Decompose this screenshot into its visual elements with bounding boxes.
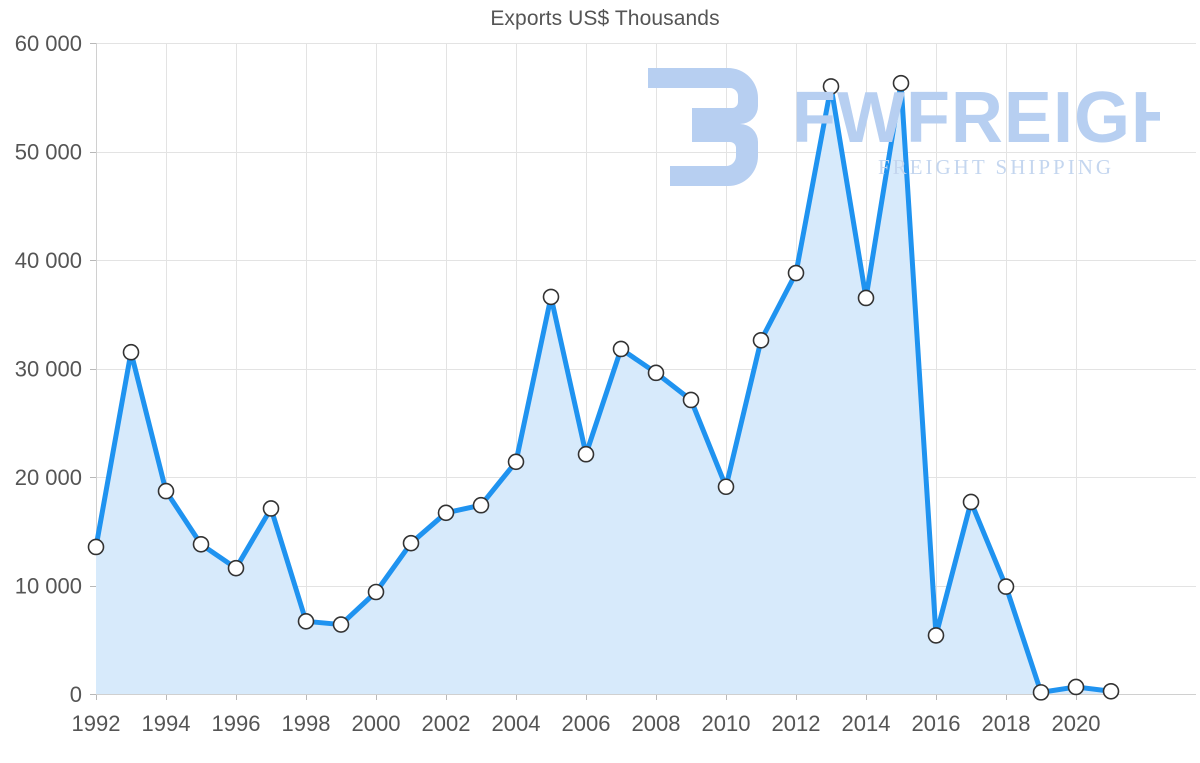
x-axis-tick-label: 2012	[772, 711, 821, 736]
data-point-marker[interactable]	[647, 364, 665, 382]
y-axis-tick-label: 50 000	[15, 140, 82, 165]
x-axis-tick-label: 1998	[282, 711, 331, 736]
x-axis-tick-label: 2000	[352, 711, 401, 736]
data-point-marker[interactable]	[332, 616, 350, 633]
data-point-marker[interactable]	[1067, 678, 1085, 696]
data-point-marker[interactable]	[717, 478, 735, 496]
data-point-marker[interactable]	[927, 627, 945, 644]
series-area-fill	[96, 83, 1111, 694]
x-axis-tick-label: 2010	[702, 711, 751, 736]
y-axis-tick-label: 10 000	[15, 574, 82, 599]
data-point-marker[interactable]	[227, 559, 245, 577]
chart-title: Exports US$ Thousands	[490, 7, 720, 30]
data-point-marker[interactable]	[577, 445, 595, 463]
y-axis-tick-label: 40 000	[15, 248, 82, 273]
y-axis-tick-label: 30 000	[15, 357, 82, 382]
y-axis-tick-label: 20 000	[15, 465, 82, 490]
x-axis-tick-label: 2018	[982, 711, 1031, 736]
data-point-marker[interactable]	[1032, 684, 1050, 701]
series-line	[93, 80, 1114, 695]
data-point-marker[interactable]	[1102, 682, 1120, 700]
x-axis-tick-label: 2004	[492, 711, 541, 736]
data-point-marker[interactable]	[472, 496, 490, 514]
data-point-marker[interactable]	[542, 288, 560, 306]
x-axis-tick-label: 1996	[212, 711, 261, 736]
x-axis-tick-label: 1994	[142, 711, 191, 736]
x-axis-tick-label: 2020	[1052, 711, 1101, 736]
data-point-marker[interactable]	[297, 613, 315, 630]
x-axis-labels-group: 1992 1994 1996 1998 2000 2002 2004 2006 2008 2010…	[72, 711, 1101, 736]
data-point-marker[interactable]	[962, 493, 980, 511]
data-point-marker[interactable]	[122, 343, 140, 361]
x-axis-tick-label: 1992	[72, 711, 121, 736]
x-axis-tick-label: 2008	[632, 711, 681, 736]
y-axis-labels-group: 0 10 000 20 000 30 000 40 000 50 000 60 000	[15, 31, 82, 707]
data-point-marker[interactable]	[857, 289, 875, 307]
data-point-marker[interactable]	[682, 391, 700, 409]
series-area-group	[96, 83, 1111, 694]
data-point-marker[interactable]	[192, 535, 210, 553]
data-point-marker[interactable]	[752, 331, 770, 349]
y-axis-tick-label: 0	[70, 682, 82, 707]
x-axis-tick-label: 2002	[422, 711, 471, 736]
series-markers-group	[87, 74, 1120, 701]
x-axis-tick-label: 2014	[842, 711, 891, 736]
data-point-marker[interactable]	[507, 453, 525, 471]
series-line-group	[93, 80, 1114, 695]
data-point-marker[interactable]	[892, 74, 910, 92]
data-point-marker[interactable]	[157, 482, 175, 500]
y-axis-tick-label: 60 000	[15, 31, 82, 56]
x-axis-tick-label: 2016	[912, 711, 961, 736]
data-point-marker[interactable]	[367, 583, 385, 601]
data-point-marker[interactable]	[437, 504, 455, 522]
data-point-marker[interactable]	[402, 534, 420, 552]
data-point-marker[interactable]	[787, 264, 805, 282]
data-point-marker[interactable]	[87, 538, 105, 556]
data-point-marker[interactable]	[997, 578, 1015, 595]
data-point-marker[interactable]	[262, 500, 280, 517]
data-point-marker[interactable]	[612, 340, 630, 358]
x-axis-tick-label: 2006	[562, 711, 611, 736]
data-point-marker[interactable]	[822, 78, 840, 95]
